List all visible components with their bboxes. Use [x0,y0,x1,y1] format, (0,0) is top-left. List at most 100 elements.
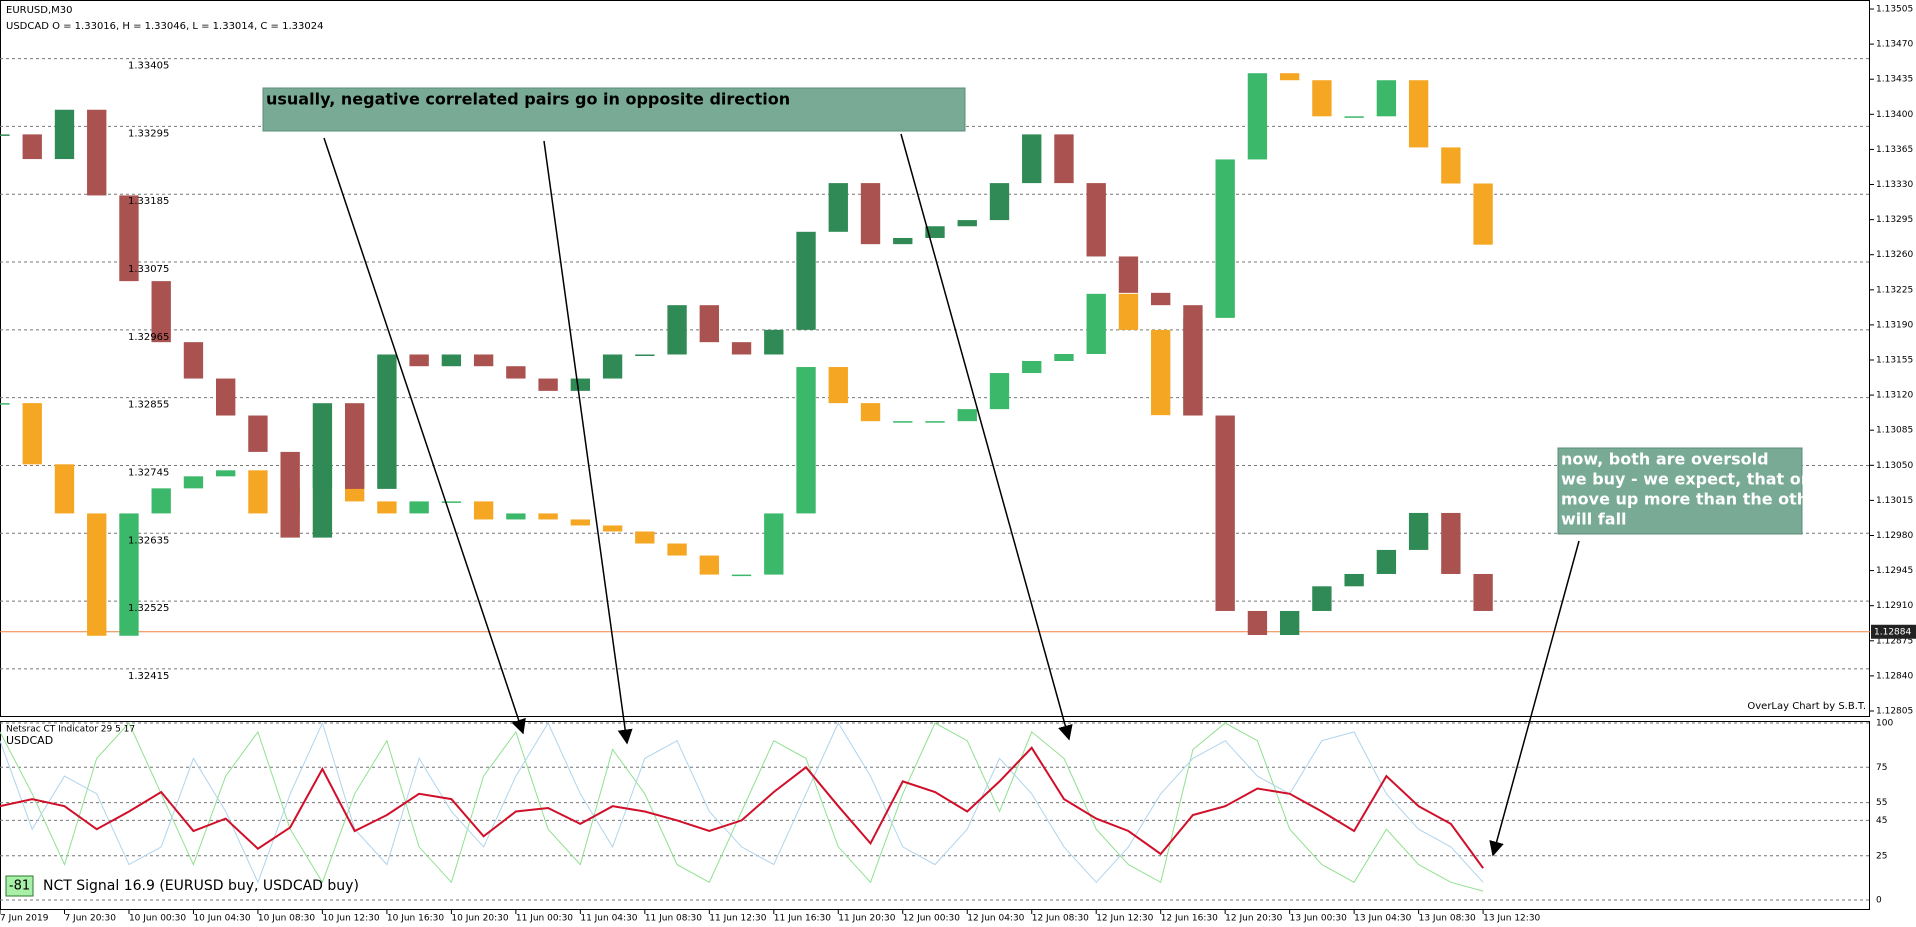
x-tick-label: 10 Jun 20:30 [451,914,508,924]
x-tick-label: 13 Jun 12:30 [1483,914,1540,924]
candle [409,354,429,367]
y2-tick-label: 1.33075 [128,264,169,275]
candle [731,342,752,355]
y-tick-label: 1.12910 [1876,601,1913,611]
note: now, both are oversold [1561,450,1769,469]
candle [377,501,397,514]
candle [1312,80,1332,117]
candle [925,226,945,238]
y-tick-label: 1.13435 [1876,75,1913,85]
candle [248,470,268,514]
candle [1408,512,1429,550]
candle [764,513,784,575]
x-tick-label: 7 Jun 20:30 [64,914,116,924]
candle [473,501,494,520]
x-tick-label: 12 Jun 00:30 [903,914,960,924]
current-price-box [1871,624,1916,639]
y-tick-label: 0 [1876,896,1882,906]
indicator-panel [0,721,1870,910]
y-tick-label: 1.12945 [1876,566,1913,576]
candle [344,403,365,489]
candle [1441,147,1461,184]
y-tick-label: 1.13155 [1876,356,1913,366]
credit: OverLay Chart by S.B.T. [1747,701,1866,712]
y-tick-label: 1.12980 [1876,531,1913,541]
y2-tick-label: 1.32745 [128,467,169,478]
candle [957,409,977,422]
x-tick-label: 12 Jun 20:30 [1225,914,1282,924]
signal-text: NCT Signal 16.9 (EURUSD buy, USDCAD buy) [43,878,359,894]
candle [602,354,623,379]
candle [119,513,139,636]
candle [280,451,300,538]
x-tick-label: 13 Jun 08:30 [1419,914,1476,924]
candle [1376,80,1397,117]
candle [1376,549,1397,574]
x-tick-label: 10 Jun 04:30 [193,914,250,924]
x-tick-label: 10 Jun 12:30 [322,914,379,924]
y-tick-label: 1.13470 [1876,40,1913,50]
note: will fall [1561,510,1627,529]
x-tick-label: 11 Jun 16:30 [774,914,831,924]
candle [22,134,42,160]
candle [1312,586,1332,611]
note: usually, negative correlated pairs go in… [266,90,790,109]
indicator-line [0,746,1484,869]
candle [989,373,1010,410]
candle [1183,305,1203,416]
y-tick-label: 1.13225 [1876,285,1913,295]
candle [119,195,139,282]
candle [22,403,42,465]
note-box [1557,447,1803,535]
y2-tick-label: 1.32635 [128,535,169,546]
y-tick-label: 1.12875 [1876,636,1913,646]
candle [0,134,10,136]
candle [828,183,848,232]
candle [1022,134,1042,184]
candle [570,378,591,391]
x-tick-label: 12 Jun 12:30 [1096,914,1153,924]
candle [731,574,752,577]
symbol: EURUSD,M30 [6,5,72,16]
y2-tick-label: 1.32415 [128,671,169,682]
candle [1279,73,1300,81]
y-tick-label: 1.13330 [1876,180,1913,190]
y-tick-label: 1.13400 [1876,110,1913,120]
candle [248,415,268,452]
candle [87,513,107,636]
candle [667,305,687,355]
candle [151,281,171,343]
candle [441,501,462,503]
candle [796,231,816,330]
candle [1408,80,1429,148]
main-panel [0,0,1870,717]
y2-tick-label: 1.33185 [128,196,169,207]
candle [1151,329,1171,416]
candle [893,421,913,423]
candle [602,525,623,532]
candle [1118,256,1139,293]
candle [667,543,687,556]
candle [828,367,848,404]
candle [506,366,526,379]
y-tick-label: 1.13015 [1876,496,1913,506]
candle [1054,134,1074,184]
candle [538,513,558,520]
candle [570,519,591,526]
signal-value: -81 [9,879,30,894]
x-tick-label: 11 Jun 08:30 [645,914,702,924]
candle [699,305,719,343]
current-price-label: 1.12884 [1874,627,1911,637]
candle [796,367,816,514]
y2-tick-label: 1.33405 [128,61,169,72]
x-tick-label: 12 Jun 04:30 [967,914,1024,924]
candle [764,329,784,355]
y-tick-label: 1.13120 [1876,391,1913,401]
candle [1118,293,1139,330]
x-tick-label: 13 Jun 00:30 [1290,914,1347,924]
signal-box [5,875,34,897]
candle [989,183,1010,221]
candle [860,403,881,422]
candle [1279,610,1300,636]
